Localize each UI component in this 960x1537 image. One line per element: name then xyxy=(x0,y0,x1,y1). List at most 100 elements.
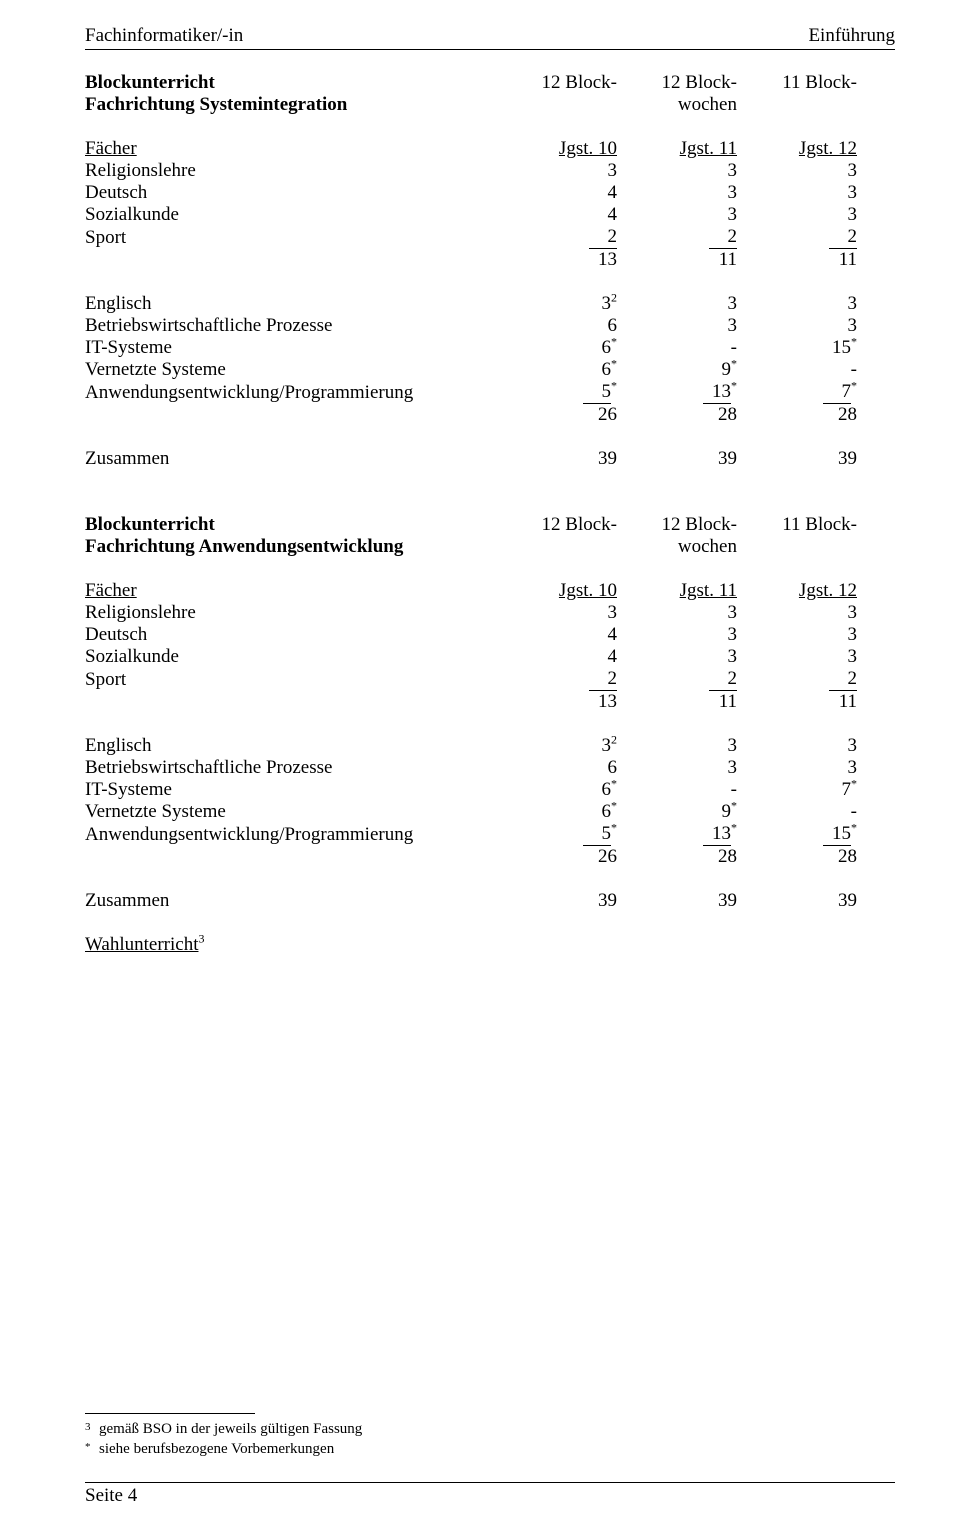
faecher-label-b: Fächer xyxy=(85,580,515,602)
row-value: 3 xyxy=(635,315,755,337)
table-row: Sozialkunde433 xyxy=(85,646,895,668)
row-value: 6* xyxy=(515,359,635,381)
row-label: Sport xyxy=(85,669,515,691)
zusammen-b: Zusammen 39 39 39 xyxy=(85,890,895,912)
row-value: 28 xyxy=(755,846,875,868)
row-value: 6 xyxy=(515,757,635,779)
row-value: 2 xyxy=(755,226,875,249)
row-value: 2 xyxy=(635,668,755,691)
row-value: - xyxy=(635,779,755,801)
superscript: * xyxy=(611,379,617,393)
table-row: IT-Systeme6*-7* xyxy=(85,779,895,801)
row-value: 3 xyxy=(755,160,875,182)
row-value: 3 xyxy=(635,757,755,779)
row-value: 3 xyxy=(755,602,875,624)
row-value: 9* xyxy=(635,801,755,823)
footnote-star-mark: * xyxy=(85,1440,99,1460)
table-row: Sport222 xyxy=(85,668,895,691)
superscript: * xyxy=(851,379,857,393)
footnote-3: 3 gemäß BSO in der jeweils gültigen Fass… xyxy=(85,1420,895,1440)
jgst-12b: Jgst. 12 xyxy=(799,580,857,601)
table-row: Anwendungsentwicklung/Programmierung5*13… xyxy=(85,381,895,404)
superscript: * xyxy=(851,777,857,791)
header-left: Fachinformatiker/-in xyxy=(85,25,243,47)
row-value: 2 xyxy=(515,226,635,249)
jgst-12: Jgst. 12 xyxy=(799,138,857,159)
row-value: 32 xyxy=(515,293,635,315)
jgst-11b: Jgst. 11 xyxy=(680,580,737,601)
zusammen-b-label: Zusammen xyxy=(85,890,515,912)
table-row: Vernetzte Systeme6*9*- xyxy=(85,801,895,823)
table-row: Englisch3233 xyxy=(85,735,895,757)
row-value: 3 xyxy=(755,624,875,646)
colhdr-3: 11 Block- xyxy=(755,72,875,94)
row-value: - xyxy=(635,337,755,359)
row-value: 11 xyxy=(755,249,875,271)
page-footer: Seite 4 xyxy=(85,1482,895,1507)
row-value: 3 xyxy=(515,160,635,182)
row-label: Betriebswirtschaftliche Prozesse xyxy=(85,315,515,337)
row-value: 28 xyxy=(755,404,875,426)
row-value: 11 xyxy=(755,691,875,713)
block-b-title2-row: Fachrichtung Anwendungsentwicklung woche… xyxy=(85,536,895,558)
row-value: 3 xyxy=(755,315,875,337)
superscript: * xyxy=(731,799,737,813)
table-row: Religionslehre333 xyxy=(85,602,895,624)
table-row: 262828 xyxy=(85,404,895,426)
row-label: Deutsch xyxy=(85,624,515,646)
table-row: 262828 xyxy=(85,846,895,868)
row-value: 13* xyxy=(635,823,755,846)
row-label: Englisch xyxy=(85,735,515,757)
table-row: 131111 xyxy=(85,691,895,713)
block-a-title2-row: Fachrichtung Systemintegration wochen xyxy=(85,94,895,116)
row-value: 3 xyxy=(755,182,875,204)
row-value: 3 xyxy=(755,204,875,226)
row-label: Vernetzte Systeme xyxy=(85,359,515,381)
row-value: 2 xyxy=(635,226,755,249)
row-label: Sozialkunde xyxy=(85,646,515,668)
footnote-star: * siehe berufsbezogene Vorbemerkungen xyxy=(85,1440,895,1460)
row-label: Betriebswirtschaftliche Prozesse xyxy=(85,757,515,779)
faecher-header-a: Fächer Jgst. 10 Jgst. 11 Jgst. 12 xyxy=(85,138,895,160)
colhdr-1b: 12 Block- xyxy=(515,514,635,536)
zusammen-a: Zusammen 39 39 39 xyxy=(85,448,895,470)
row-label: Vernetzte Systeme xyxy=(85,801,515,823)
wahl-label: Wahlunterricht xyxy=(85,934,198,955)
row-value: 2 xyxy=(515,668,635,691)
block-b-title1: Blockunterricht xyxy=(85,514,515,536)
row-value: 3 xyxy=(635,160,755,182)
row-value: 3 xyxy=(635,602,755,624)
table-row: Sozialkunde433 xyxy=(85,204,895,226)
row-value: 6* xyxy=(515,801,635,823)
row-value: 6* xyxy=(515,337,635,359)
wahl-sup: 3 xyxy=(198,932,204,946)
table-row: Deutsch433 xyxy=(85,182,895,204)
footnote-separator xyxy=(85,1413,255,1414)
table-row: 131111 xyxy=(85,249,895,271)
superscript: * xyxy=(731,379,737,393)
row-value: 6 xyxy=(515,315,635,337)
row-value: 4 xyxy=(515,624,635,646)
table-row: IT-Systeme6*-15* xyxy=(85,337,895,359)
header-right: Einführung xyxy=(808,25,895,47)
colhdr-3b: 11 Block- xyxy=(755,514,875,536)
row-label: IT-Systeme xyxy=(85,779,515,801)
row-value: 11 xyxy=(635,249,755,271)
superscript: 2 xyxy=(611,291,617,305)
row-label: IT-Systeme xyxy=(85,337,515,359)
colhdr-2b: wochen xyxy=(635,94,755,116)
row-value: 3 xyxy=(635,624,755,646)
row-value: 26 xyxy=(515,404,635,426)
superscript: * xyxy=(851,335,857,349)
zusammen-a-v2: 39 xyxy=(635,448,755,470)
jgst-10: Jgst. 10 xyxy=(559,138,617,159)
superscript: * xyxy=(851,821,857,835)
row-value: 11 xyxy=(635,691,755,713)
row-value: 4 xyxy=(515,646,635,668)
row-value: 5* xyxy=(515,381,635,404)
block-a-title2: Fachrichtung Systemintegration xyxy=(85,94,515,116)
footnote-star-text: siehe berufsbezogene Vorbemerkungen xyxy=(99,1440,334,1460)
row-label: Religionslehre xyxy=(85,602,515,624)
row-value: 28 xyxy=(635,846,755,868)
row-value: - xyxy=(755,801,875,823)
